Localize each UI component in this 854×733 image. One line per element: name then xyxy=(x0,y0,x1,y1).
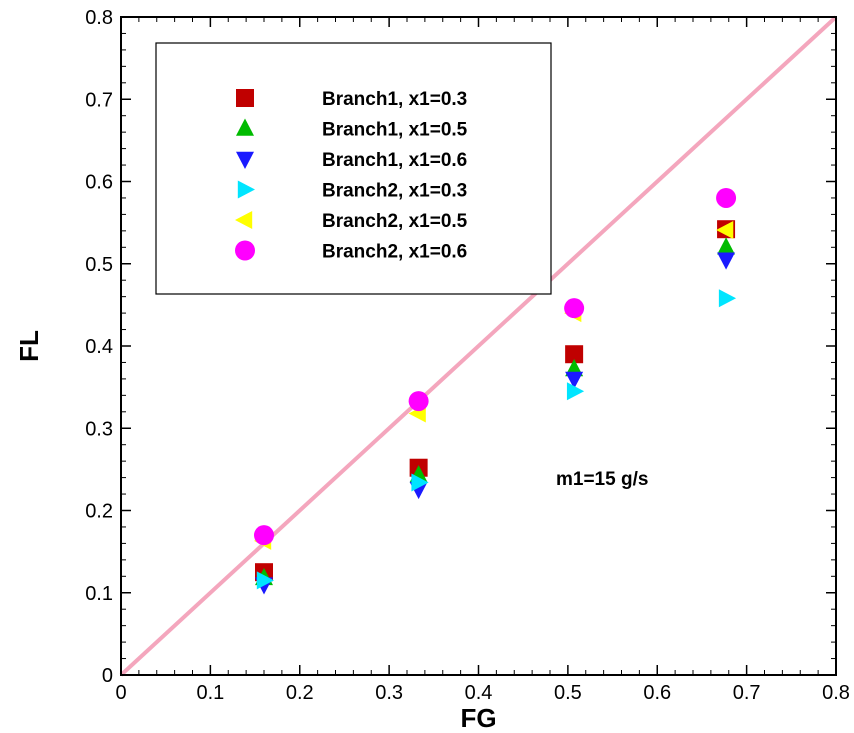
series-6 xyxy=(254,187,737,546)
legend-entry: Branch2, x1=0.3 xyxy=(237,180,467,202)
y-tick-label: 0 xyxy=(102,665,113,687)
x-tick-label: 0.2 xyxy=(286,682,314,704)
y-axis-title: FL xyxy=(14,330,44,362)
legend-label: Branch2, x1=0.6 xyxy=(322,242,467,263)
legend-marker xyxy=(236,151,254,169)
x-tick-label: 0.7 xyxy=(733,682,761,704)
data-point xyxy=(716,221,734,240)
legend-label: Branch2, x1=0.5 xyxy=(322,211,468,232)
legend-label: Branch2, x1=0.3 xyxy=(322,181,467,202)
y-tick-label: 0.1 xyxy=(85,583,113,605)
reference-line-group xyxy=(119,15,838,677)
y-tick-labels: 0 0.1 0.2 0.3 0.4 0.5 0.6 0.7 0.8 xyxy=(85,7,113,687)
data-point xyxy=(256,571,274,590)
legend-marker xyxy=(236,118,254,136)
y-tick-label: 0.7 xyxy=(85,89,113,111)
legend: Branch1, x1=0.3 Branch1, x1=0.5 Branch1, x… xyxy=(155,42,552,295)
legend-entry: Branch1, x1=0.3 xyxy=(236,89,467,110)
annotation-mass-flow: m1=15 g/s xyxy=(556,469,648,490)
y-tick-label: 0.8 xyxy=(85,7,113,29)
legend-label: Branch1, x1=0.3 xyxy=(322,89,467,110)
legend-box xyxy=(155,42,552,295)
data-point xyxy=(718,289,737,308)
data-point xyxy=(565,345,584,364)
y-tick-label: 0.4 xyxy=(85,336,113,358)
data-point xyxy=(565,371,584,389)
x-tick-label: 0.6 xyxy=(643,682,671,704)
x-axis-title: FG xyxy=(460,703,496,733)
legend-label: Branch1, x1=0.6 xyxy=(322,150,467,171)
legend-entry: Branch1, x1=0.6 xyxy=(236,150,467,171)
data-point xyxy=(717,252,736,270)
data-point xyxy=(564,298,585,319)
x-tick-label: 0.1 xyxy=(196,682,224,704)
y-tick-label: 0.5 xyxy=(85,254,113,276)
legend-marker xyxy=(235,211,253,229)
x-tick-labels: 0 0.1 0.2 0.3 0.4 0.5 0.6 0.7 0.8 xyxy=(115,682,849,704)
data-points xyxy=(254,187,737,595)
legend-marker xyxy=(236,89,254,107)
data-point xyxy=(716,187,737,208)
data-point xyxy=(408,391,429,412)
y-tick-label: 0.2 xyxy=(85,501,113,523)
data-point xyxy=(254,525,274,546)
x-tick-label: 0.8 xyxy=(822,682,850,704)
plot-area-frame xyxy=(120,16,837,676)
legend-label: Branch1, x1=0.5 xyxy=(322,120,468,141)
x-tick-label: 0.4 xyxy=(465,682,493,704)
legend-marker xyxy=(237,180,255,199)
data-point xyxy=(411,473,429,492)
x-tick-label: 0.3 xyxy=(375,682,403,704)
x-tick-label: 0.5 xyxy=(554,682,582,704)
legend-entry: Branch2, x1=0.5 xyxy=(235,211,468,232)
legend-entry: Branch1, x1=0.5 xyxy=(236,118,468,141)
series-3 xyxy=(255,252,736,595)
legend-marker xyxy=(235,240,255,261)
y-tick-label: 0.6 xyxy=(85,172,113,194)
series-4 xyxy=(256,289,737,590)
y-tick-label: 0.3 xyxy=(85,418,113,440)
legend-entry: Branch2, x1=0.6 xyxy=(235,240,467,263)
data-point xyxy=(717,237,736,255)
x-tick-label: 0 xyxy=(115,682,126,704)
reference-line-y-equals-x xyxy=(119,15,838,677)
data-point xyxy=(566,382,585,401)
